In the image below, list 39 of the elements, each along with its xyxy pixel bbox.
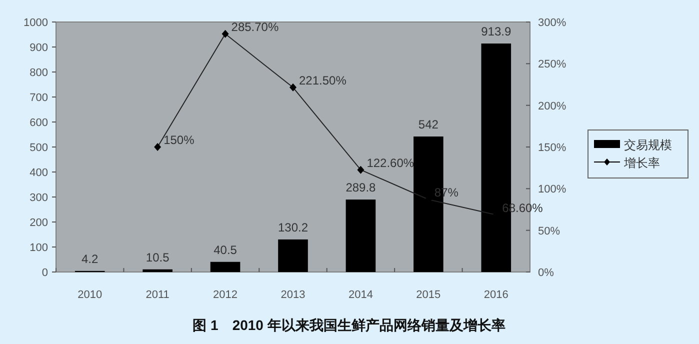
data-label: 130.2 xyxy=(278,220,308,234)
x-tick-label: 2012 xyxy=(213,289,238,301)
legend-label: 交易规模 xyxy=(624,138,672,152)
x-tick-label: 2014 xyxy=(348,289,373,301)
y-tick-label: 400 xyxy=(30,167,48,179)
x-tick-label: 2015 xyxy=(416,289,441,301)
data-label: 68.60% xyxy=(502,200,544,215)
data-label: 40.5 xyxy=(214,242,238,257)
data-label: 221.50% xyxy=(299,73,347,88)
data-label: 542 xyxy=(418,118,439,132)
y-tick-label: 700 xyxy=(30,92,48,104)
y-tick-label: 500 xyxy=(30,142,48,154)
data-label: 913.9 xyxy=(481,24,512,39)
y2-tick-label: 0% xyxy=(538,267,554,279)
y-tick-label: 200 xyxy=(30,217,48,229)
y-tick-label: 600 xyxy=(30,117,48,129)
data-label: 285.70% xyxy=(231,20,279,34)
y2-tick-label: 300% xyxy=(538,17,566,29)
y-tick-label: 100 xyxy=(30,242,48,254)
y-tick-label: 900 xyxy=(30,42,48,54)
x-tick-label: 2010 xyxy=(78,289,102,301)
y-tick-label: 0 xyxy=(42,267,48,279)
x-tick-label: 2013 xyxy=(280,289,306,301)
y2-tick-label: 200% xyxy=(538,100,566,112)
y-tick-label: 800 xyxy=(30,67,48,79)
y2-tick-label: 50% xyxy=(538,225,560,238)
y2-tick-label: 250% xyxy=(538,58,566,71)
legend-label: 增长率 xyxy=(623,156,660,170)
data-label: 10.5 xyxy=(146,250,170,264)
x-tick-label: 2011 xyxy=(146,289,170,301)
y2-tick-label: 100% xyxy=(538,184,566,196)
text: 图 1 2010 年以来我国生鲜产品网络销量及增长率 xyxy=(192,317,506,333)
y-tick-label: 1000 xyxy=(24,17,48,29)
data-label: 4.2 xyxy=(82,252,99,266)
data-label: 150% xyxy=(164,133,195,147)
y2-tick-label: 150% xyxy=(538,142,566,154)
y-tick-label: 300 xyxy=(30,192,48,204)
data-label: 289.8 xyxy=(346,180,376,195)
x-tick-label: 2016 xyxy=(484,289,508,301)
